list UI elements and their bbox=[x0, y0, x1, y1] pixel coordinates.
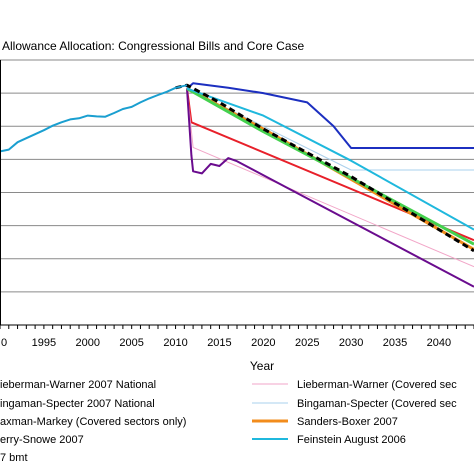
series-line bbox=[186, 82, 474, 149]
legend: ieberman-Warner 2007 National ingaman-Spe… bbox=[0, 379, 457, 464]
legend-label: erry-Snowe 2007 bbox=[0, 434, 84, 446]
x-tick-label: 2035 bbox=[383, 337, 407, 349]
series-line bbox=[186, 87, 474, 246]
legend-label: Sanders-Boxer 2007 bbox=[297, 416, 398, 428]
x-tick-labels: 0 1995 2000 2005 2010 2015 2020 2025 2030 2035 204… bbox=[0, 325, 474, 349]
chart-title: Allowance Allocation: Congressional Bill… bbox=[2, 39, 304, 53]
series-line bbox=[186, 88, 474, 288]
x-tick-label: 1995 bbox=[32, 337, 56, 349]
series-line bbox=[0, 84, 188, 153]
x-tick-label: 0 bbox=[1, 337, 7, 349]
series-line bbox=[186, 88, 474, 268]
legend-label: 7 bmt bbox=[0, 452, 28, 464]
legend-label: axman-Markey (Covered sectors only) bbox=[0, 416, 186, 428]
x-tick-label: 2025 bbox=[295, 337, 319, 349]
legend-label: ingaman-Specter 2007 National bbox=[0, 398, 155, 410]
x-tick-label: 2000 bbox=[76, 337, 100, 349]
x-tick-label: 2040 bbox=[427, 337, 451, 349]
grid bbox=[0, 59, 474, 326]
x-tick-label: 2015 bbox=[207, 337, 231, 349]
legend-label: ieberman-Warner 2007 National bbox=[0, 379, 156, 391]
x-tick-label: 2005 bbox=[119, 337, 143, 349]
plot-area bbox=[0, 82, 474, 288]
legend-label: Feinstein August 2006 bbox=[297, 434, 406, 446]
legend-label: Bingaman-Specter (Covered sec bbox=[297, 398, 457, 410]
x-tick-label: 2010 bbox=[163, 337, 187, 349]
legend-label: Lieberman-Warner (Covered sec bbox=[297, 379, 457, 391]
x-axis-label: Year bbox=[250, 359, 274, 373]
x-tick-label: 2030 bbox=[339, 337, 363, 349]
series-line bbox=[186, 87, 474, 231]
series-line bbox=[175, 83, 474, 253]
x-tick-label: 2020 bbox=[251, 337, 275, 349]
